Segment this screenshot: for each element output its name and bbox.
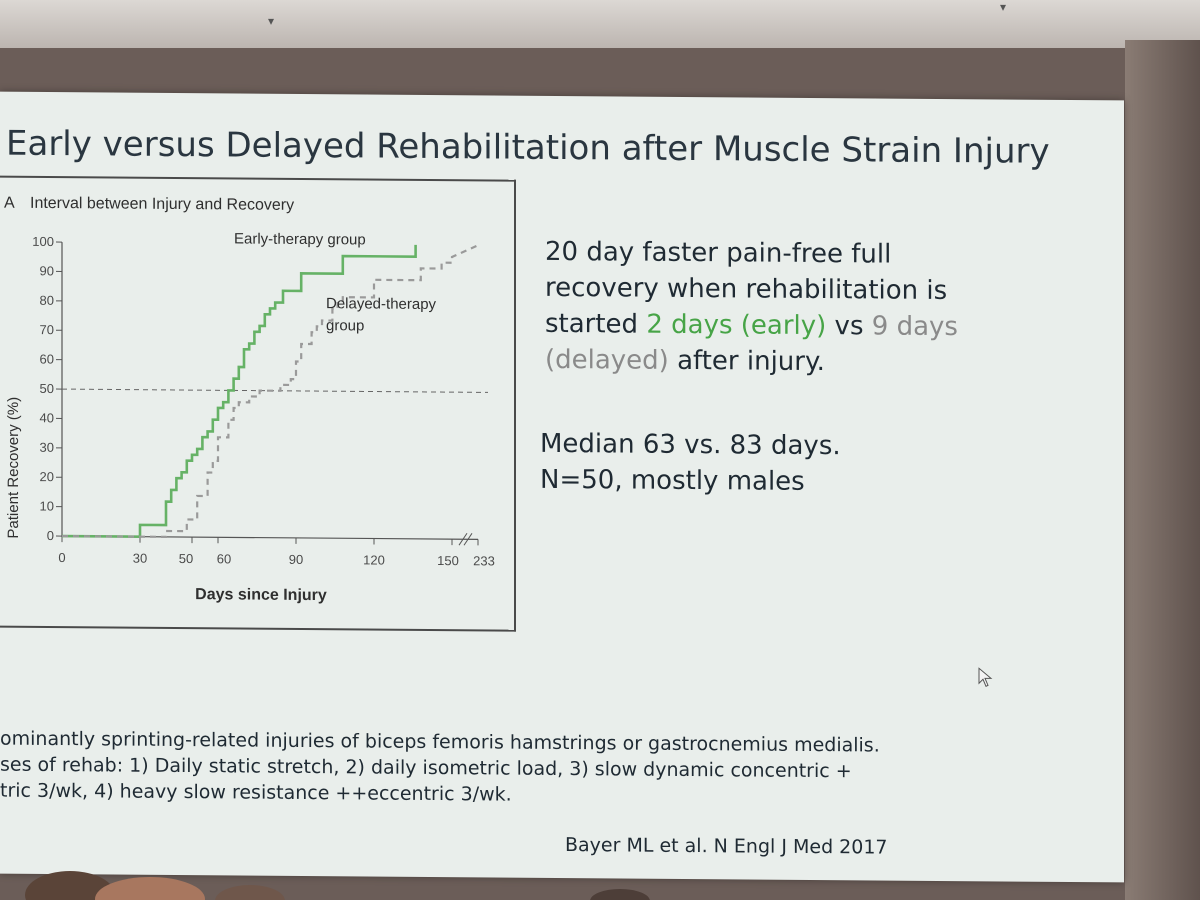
ceiling-light-icon: ▾ — [268, 14, 275, 28]
y-tick-label: 0 — [47, 528, 54, 543]
room-wall — [1125, 40, 1200, 900]
axis-break-mark — [458, 532, 468, 546]
y-tick-label: 10 — [40, 498, 54, 513]
x-tick-label: 150 — [437, 553, 459, 568]
ceiling-light-icon: ▾ — [1000, 0, 1007, 14]
x-tick-label: 30 — [133, 551, 147, 566]
sample-size-line: N=50, mostly males — [540, 464, 805, 497]
y-tick-label: 80 — [40, 293, 54, 308]
delayed-therapy-annotation: Delayed-therapy — [326, 295, 437, 313]
y-tick-label: 60 — [40, 351, 54, 366]
slide-title: Early versus Delayed Rehabilitation afte… — [6, 123, 1050, 172]
early-therapy-annotation: Early-therapy group — [234, 230, 366, 248]
median-line: Median 63 vs. 83 days. — [540, 428, 841, 462]
x-tick-label: 233 — [473, 553, 495, 568]
room-ceiling — [0, 0, 1200, 48]
y-tick-label: 20 — [40, 469, 54, 484]
recovery-chart: A Interval between Injury and Recovery P… — [4, 195, 495, 605]
y-tick-label: 100 — [32, 234, 54, 249]
x-tick-label: 90 — [289, 552, 303, 567]
summary-part: vs — [826, 311, 872, 342]
figure-panel: A Interval between Injury and Recovery P… — [0, 175, 516, 632]
x-tick-label: 0 — [58, 550, 65, 565]
delayed-therapy-series — [62, 244, 479, 538]
y-tick-label: 90 — [40, 263, 54, 278]
plot-area: 0 10 20 30 40 50 60 70 80 90 100 0 30 50 60 90 120 150 233… — [32, 230, 495, 568]
x-tick-label: 50 — [179, 551, 193, 566]
mouse-cursor-icon — [978, 667, 993, 688]
chart-title: Interval between Injury and Recovery — [30, 195, 294, 214]
x-tick-label: 60 — [217, 551, 231, 566]
delayed-therapy-annotation: group — [326, 317, 364, 334]
footnotes: ominantly sprinting-related injuries of … — [0, 726, 1000, 812]
axis-break-mark — [463, 533, 473, 546]
audience-heads — [25, 871, 650, 900]
y-tick-label: 30 — [40, 440, 54, 455]
early-therapy-series — [62, 244, 417, 538]
summary-text: 20 day faster pain-free full recovery wh… — [545, 234, 985, 381]
median-block: Median 63 vs. 83 days. N=50, mostly male… — [540, 426, 841, 500]
y-tick-label: 50 — [40, 381, 54, 396]
median-reference-line — [62, 388, 488, 393]
summary-part: after injury. — [668, 345, 825, 378]
projection-screen: Early versus Delayed Rehabilitation afte… — [0, 91, 1124, 883]
x-axis-label: Days since Injury — [195, 586, 327, 604]
early-highlight: 2 days (early) — [646, 309, 827, 342]
y-axis-label: Patient Recovery (%) — [5, 397, 22, 539]
y-tick-label: 40 — [40, 410, 54, 425]
panel-letter: A — [4, 195, 15, 212]
x-tick-label: 120 — [363, 552, 385, 567]
y-tick-label: 70 — [40, 322, 54, 337]
